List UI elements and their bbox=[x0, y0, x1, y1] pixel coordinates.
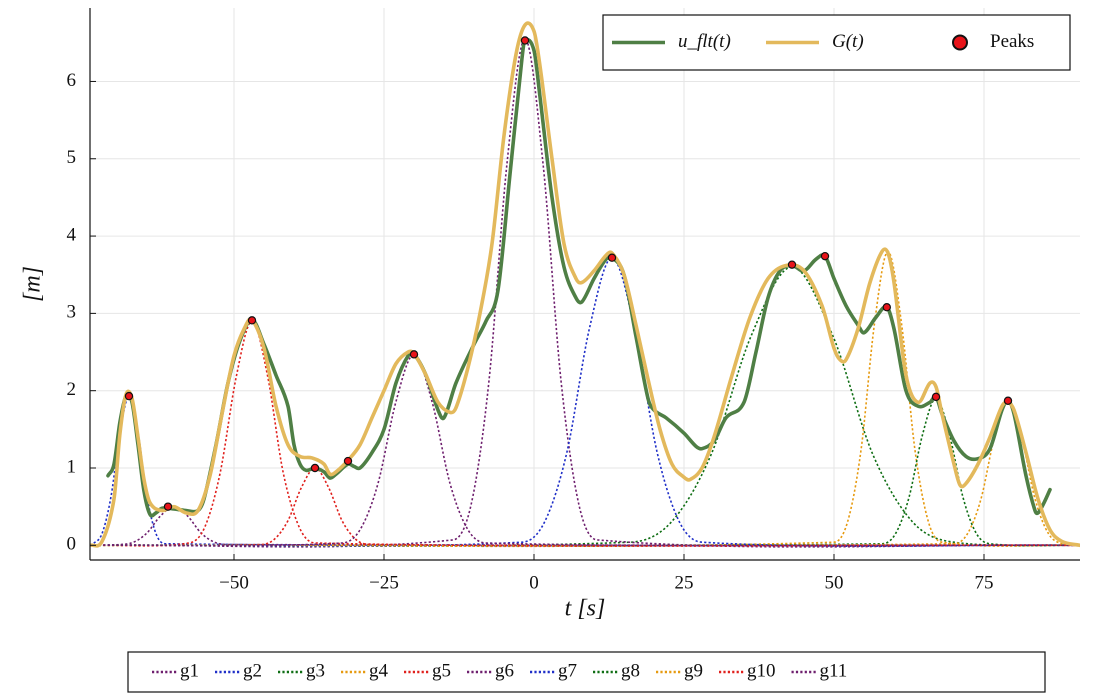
component-curve bbox=[90, 38, 1080, 548]
y-tick-label: 3 bbox=[67, 302, 77, 323]
legend-box bbox=[602, 14, 1071, 71]
legend-label: u_flt(t) bbox=[678, 31, 731, 52]
legend-label: g11 bbox=[820, 660, 848, 681]
legend-label: G(t) bbox=[832, 31, 864, 52]
legend-label: g1 bbox=[180, 660, 199, 681]
peak-marker bbox=[310, 463, 320, 473]
peak-marker bbox=[931, 392, 941, 402]
x-tick-label: 25 bbox=[675, 572, 694, 593]
component-curve bbox=[90, 320, 1080, 547]
legend-label: Peaks bbox=[990, 31, 1034, 52]
x-tick-label: 50 bbox=[825, 572, 844, 593]
component-curve bbox=[90, 505, 1080, 547]
peak-marker bbox=[820, 251, 830, 261]
component-curve bbox=[90, 250, 1080, 548]
x-tick-label: −25 bbox=[369, 572, 399, 593]
legend-label: g3 bbox=[306, 660, 325, 681]
y-tick-label: 6 bbox=[67, 70, 77, 91]
legend-marker bbox=[952, 34, 968, 51]
component-curve bbox=[90, 256, 1080, 547]
y-axis-label: [m] bbox=[20, 266, 46, 302]
y-tick-label: 4 bbox=[67, 224, 77, 245]
y-tick-label: 5 bbox=[67, 147, 77, 168]
peak-marker bbox=[607, 253, 617, 262]
grid bbox=[90, 8, 1080, 560]
peak-marker bbox=[247, 316, 257, 325]
y-tick-label: 2 bbox=[67, 379, 77, 400]
y-tick-label: 1 bbox=[67, 456, 77, 477]
legend-label: g7 bbox=[558, 660, 577, 681]
x-tick-label: 75 bbox=[975, 572, 994, 593]
peak-marker bbox=[409, 350, 419, 359]
peak-marker bbox=[882, 302, 892, 312]
y-tick-label: 0 bbox=[67, 534, 77, 555]
x-axis-label: t [s] bbox=[565, 596, 606, 622]
legend-label: g8 bbox=[621, 660, 640, 681]
signal-line bbox=[90, 21, 1080, 548]
x-tick-label: −50 bbox=[219, 572, 249, 593]
legend-label: g4 bbox=[369, 660, 389, 681]
legend-box bbox=[127, 651, 1046, 693]
legend-label: g6 bbox=[495, 660, 514, 681]
legend: u_flt(t) G(t) Peaks bbox=[602, 14, 1071, 71]
peak-marker bbox=[1003, 396, 1013, 405]
legend-label: g2 bbox=[243, 660, 262, 681]
axes: −50 −25 0 25 50 75 0 1 2 3 4 5 6 bbox=[67, 8, 1080, 593]
legend-label: g9 bbox=[684, 660, 703, 681]
peak-marker bbox=[343, 456, 353, 466]
curves bbox=[90, 21, 1080, 548]
legend-label: g10 bbox=[747, 660, 776, 681]
legend: g1 g2 g3 g4 g5 g6 g7 g8 g9 g10 g11 bbox=[127, 651, 1046, 693]
peak-marker bbox=[787, 260, 797, 269]
peak-marker bbox=[124, 391, 134, 401]
peak-marker bbox=[163, 502, 173, 511]
x-tick-label: 0 bbox=[529, 572, 539, 593]
peak-marker bbox=[520, 36, 530, 45]
legend-label: g5 bbox=[432, 660, 451, 681]
